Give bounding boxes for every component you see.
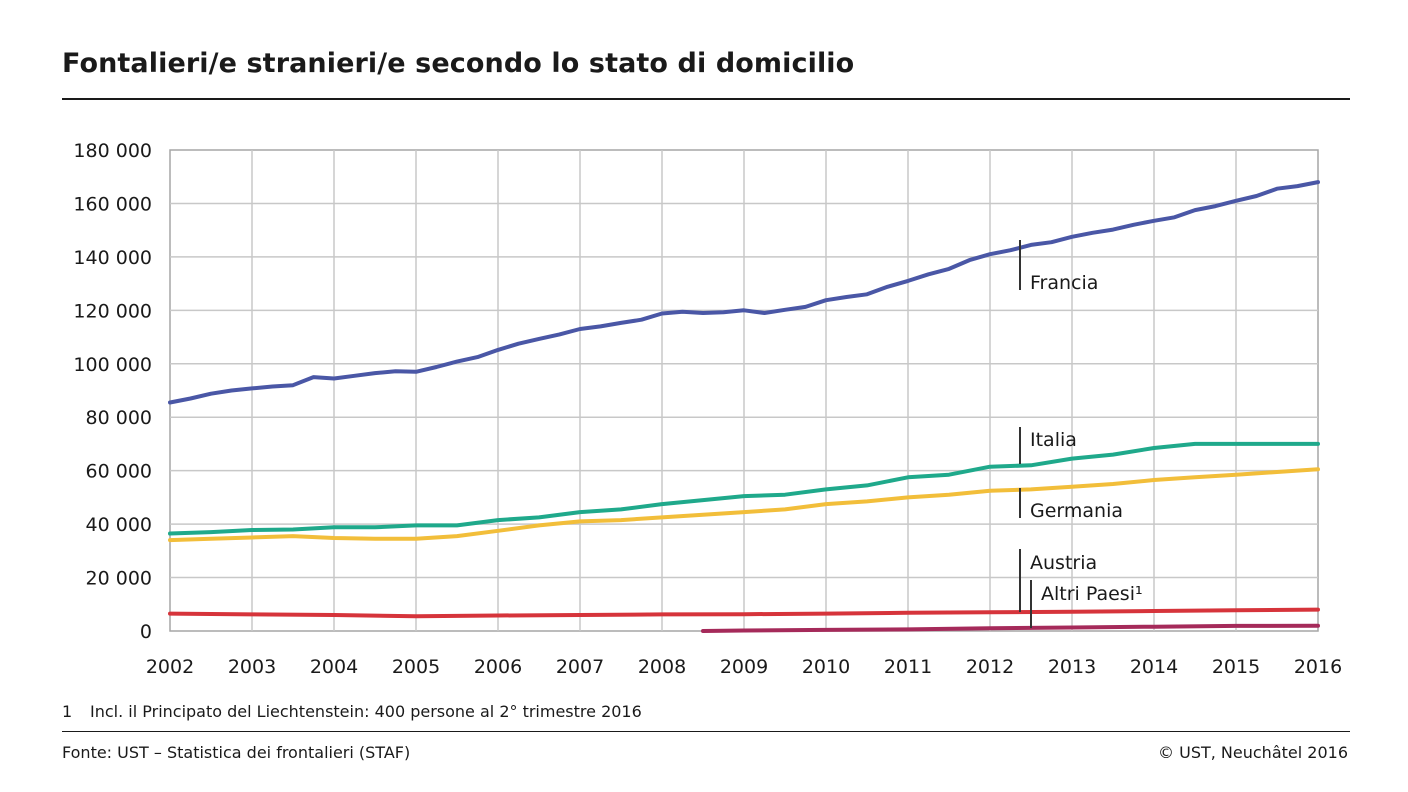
y-tick-label: 160 000	[73, 193, 152, 215]
series-line-austria	[168, 607, 1320, 619]
source-note: Fonte: UST – Statistica dei frontalieri …	[62, 743, 411, 762]
y-tick-label: 140 000	[73, 247, 152, 269]
footnote-text: Incl. il Principato del Liechtenstein: 4…	[90, 702, 642, 721]
x-tick-label: 2005	[392, 656, 440, 678]
x-tick-label: 2002	[146, 656, 194, 678]
copyright-note: © UST, Neuchâtel 2016	[1158, 743, 1348, 762]
x-tick-label: 2003	[228, 656, 276, 678]
y-tick-label: 40 000	[86, 514, 152, 536]
footnote-number: 1	[62, 702, 73, 721]
y-tick-label: 20 000	[86, 568, 152, 590]
x-tick-label: 2007	[556, 656, 604, 678]
series-label-altripaesi: Altri Paesi¹	[1041, 583, 1143, 605]
x-tick-label: 2014	[1130, 656, 1178, 678]
x-tick-label: 2010	[802, 656, 850, 678]
series-line-altripaesi	[701, 623, 1320, 633]
footer-rule	[62, 731, 1350, 732]
x-tick-label: 2016	[1294, 656, 1342, 678]
series-line-germania	[168, 467, 1320, 543]
y-tick-label: 180 000	[73, 140, 152, 162]
title-rule	[62, 98, 1350, 100]
series-line-italia	[168, 441, 1320, 536]
y-tick-label: 60 000	[86, 461, 152, 483]
series-label-austria: Austria	[1030, 552, 1097, 574]
x-tick-label: 2015	[1212, 656, 1260, 678]
y-tick-label: 80 000	[86, 407, 152, 429]
x-tick-label: 2004	[310, 656, 358, 678]
y-tick-label: 120 000	[73, 300, 152, 322]
footnote: 1 Incl. il Principato del Liechtenstein: …	[62, 702, 642, 721]
series-label-francia: Francia	[1030, 272, 1098, 294]
x-tick-label: 2009	[720, 656, 768, 678]
chart-title: Fontalieri/e stranieri/e secondo lo stat…	[62, 48, 855, 79]
series-line-francia	[168, 180, 1320, 405]
x-tick-label: 2006	[474, 656, 522, 678]
x-tick-label: 2008	[638, 656, 686, 678]
y-tick-label: 0	[140, 621, 152, 643]
x-tick-label: 2013	[1048, 656, 1096, 678]
y-tick-label: 100 000	[73, 354, 152, 376]
x-tick-label: 2012	[966, 656, 1014, 678]
series-label-germania: Germania	[1030, 500, 1123, 522]
x-tick-label: 2011	[884, 656, 932, 678]
series-label-italia: Italia	[1030, 429, 1077, 451]
